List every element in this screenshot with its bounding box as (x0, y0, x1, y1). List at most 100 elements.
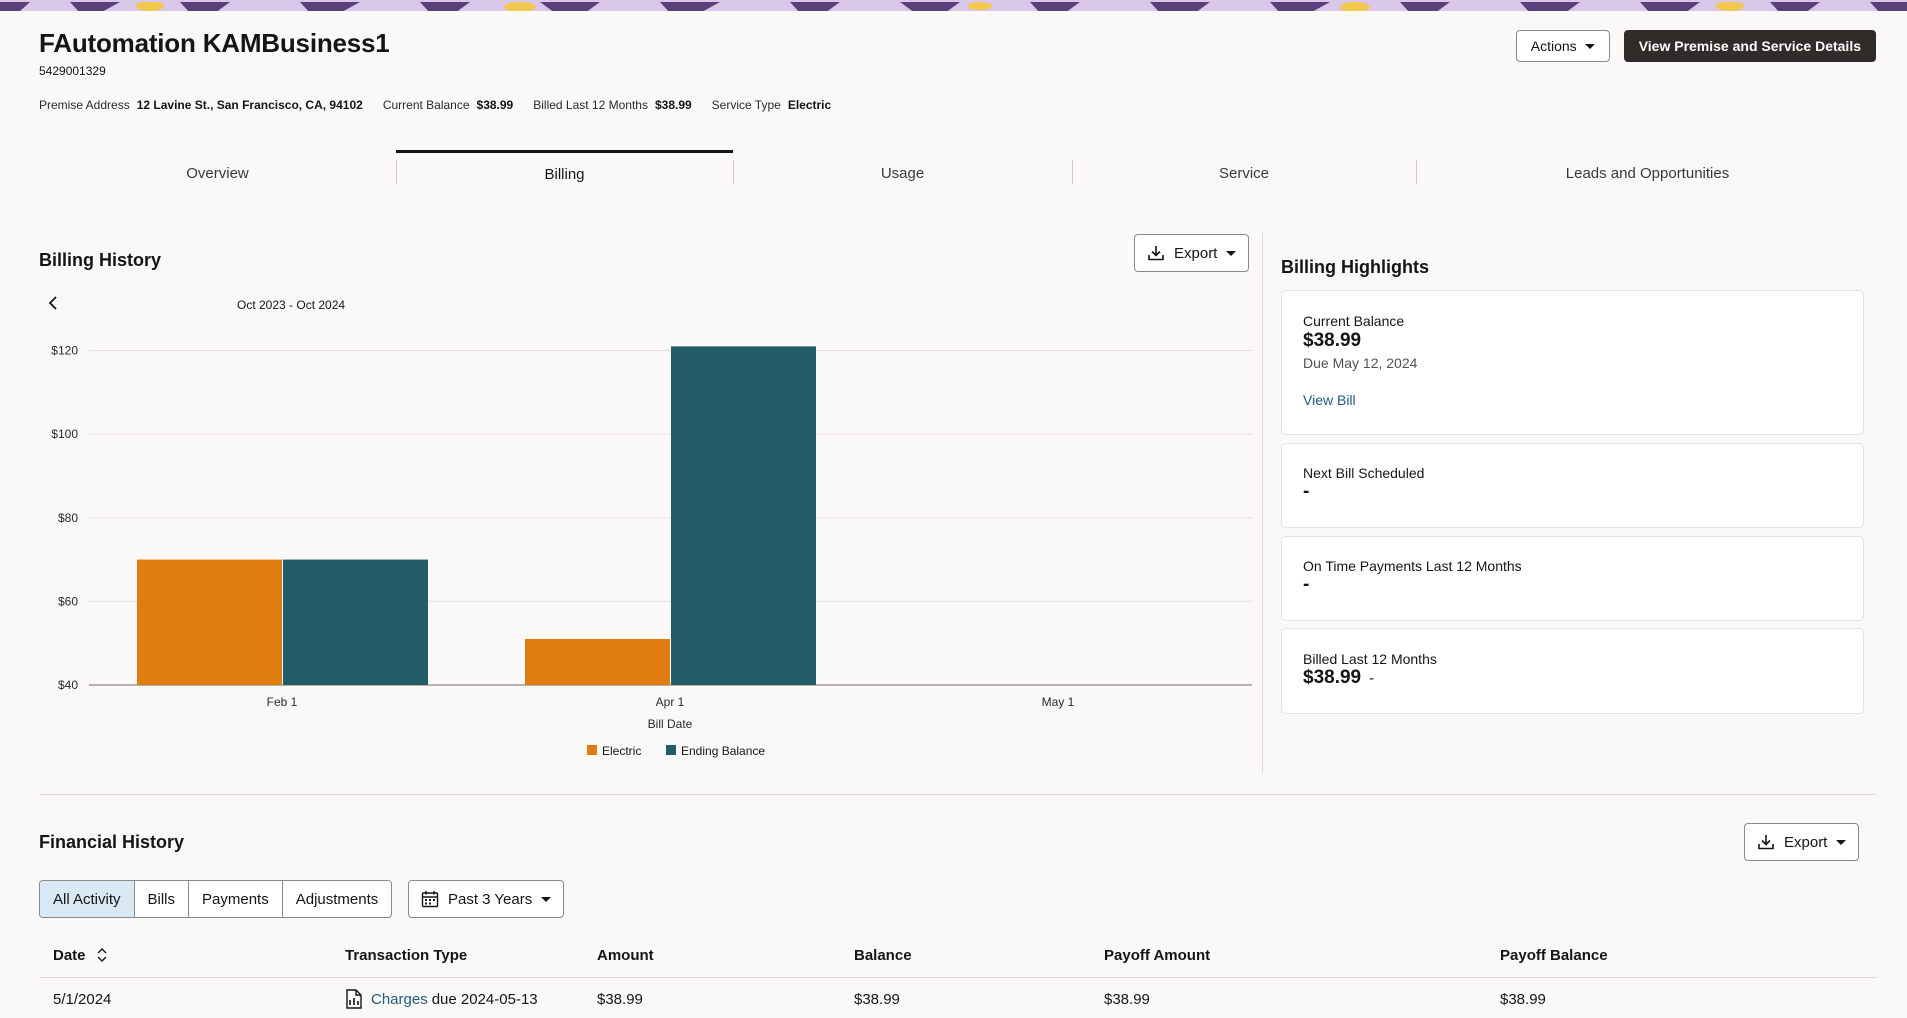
tab-separator (1416, 160, 1417, 184)
download-icon (1148, 246, 1164, 261)
bar-electric (525, 639, 670, 685)
billed-last-12-card: Billed Last 12 Months $38.99 - (1281, 628, 1864, 714)
caret-down-icon (541, 896, 552, 902)
row-payoff-amount: $38.99 (1104, 990, 1150, 1008)
tab-service[interactable]: Service (1072, 150, 1416, 196)
filter-bills[interactable]: Bills (135, 881, 190, 917)
view-premise-details-button[interactable]: View Premise and Service Details (1623, 30, 1876, 62)
row-balance: $38.99 (854, 990, 900, 1008)
next-bill-card: Next Bill Scheduled - (1281, 443, 1864, 528)
hl-billed-suffix: - (1369, 670, 1375, 687)
bar-ending-balance (283, 559, 428, 685)
period-select[interactable]: Past 3 Years (408, 880, 565, 918)
y-tick-label: $80 (58, 511, 78, 525)
tab-billing[interactable]: Billing (396, 150, 733, 196)
column-header-payoff-balance: Payoff Balance (1500, 946, 1608, 964)
view-bill-link[interactable]: View Bill (1303, 392, 1356, 408)
x-tick-label: May 1 (1042, 695, 1075, 709)
filter-payments[interactable]: Payments (189, 881, 283, 917)
tab-separator (396, 160, 397, 184)
service-type-value: Electric (787, 98, 832, 112)
column-header-date-label: Date (53, 946, 86, 964)
billing-history-title: Billing History (39, 250, 162, 270)
tab-overview-label: Overview (186, 164, 249, 182)
column-header-amount: Amount (597, 946, 654, 964)
column-header-transaction-type: Transaction Type (345, 946, 468, 964)
actions-menu-button[interactable]: Actions (1515, 30, 1610, 62)
hl-current-balance-value: $38.99 (1303, 330, 1362, 351)
actions-label: Actions (1530, 38, 1577, 54)
hl-on-time-label: On Time Payments Last 12 Months (1303, 558, 1522, 574)
date-range-label: Oct 2023 - Oct 2024 (237, 298, 346, 312)
current-balance-value: $38.99 (476, 98, 514, 112)
tab-overview[interactable]: Overview (39, 150, 396, 196)
caret-down-icon (1836, 839, 1847, 845)
x-axis-title: Bill Date (648, 717, 693, 731)
premise-address-value: 12 Lavine St., San Francisco, CA, 94102 (136, 98, 363, 112)
tab-separator (1072, 160, 1073, 184)
section-divider (1262, 233, 1263, 773)
sort-icon[interactable] (96, 947, 108, 963)
bar-ending-balance (671, 346, 816, 685)
tab-usage[interactable]: Usage (733, 150, 1072, 196)
caret-down-icon (1226, 250, 1237, 256)
financial-history-title: Financial History (39, 832, 185, 852)
table-header-row: Date Transaction Type Amount Balance Pay… (39, 933, 1877, 978)
x-tick-label: Apr 1 (656, 695, 685, 709)
service-type-label: Service Type (711, 98, 781, 112)
billing-highlights-title: Billing Highlights (1281, 257, 1429, 277)
billing-export-label: Export (1174, 244, 1218, 262)
current-balance-label: Current Balance (382, 98, 470, 112)
caret-down-icon (1584, 43, 1595, 49)
y-tick-label: $120 (51, 344, 78, 358)
tab-leads-opportunities[interactable]: Leads and Opportunities (1416, 150, 1879, 196)
hl-billed-value: $38.99 (1303, 667, 1362, 688)
x-tick-label: Feb 1 (267, 695, 298, 709)
tab-usage-label: Usage (880, 164, 925, 182)
row-amount: $38.99 (597, 990, 643, 1008)
account-number: 5429001329 (39, 64, 106, 78)
period-label: Past 3 Years (448, 890, 533, 908)
section-divider (39, 794, 1877, 795)
on-time-payments-card: On Time Payments Last 12 Months - (1281, 536, 1864, 621)
tab-billing-label: Billing (544, 166, 585, 183)
y-tick-label: $40 (58, 678, 78, 692)
account-meta: Premise Address 12 Lavine St., San Franci… (39, 98, 831, 112)
document-chart-icon (346, 989, 362, 1009)
hl-next-bill-value: - (1303, 481, 1310, 502)
legend-label: Electric (602, 744, 641, 758)
charges-link[interactable]: Charges (371, 990, 428, 1008)
billing-export-button[interactable]: Export (1134, 234, 1250, 272)
column-header-date[interactable]: Date (53, 933, 108, 977)
premise-address-label: Premise Address (39, 98, 130, 112)
legend-swatch (587, 745, 597, 755)
tab-service-label: Service (1218, 164, 1270, 182)
tab-bar: Overview Billing Usage Service Leads and… (39, 150, 1879, 196)
calendar-icon (421, 891, 439, 908)
y-tick-label: $60 (58, 594, 78, 608)
header-pattern-band (0, 0, 1907, 11)
legend-swatch (666, 745, 676, 755)
current-balance-card: Current Balance $38.99 Due May 12, 2024 … (1281, 290, 1864, 435)
y-tick-label: $100 (51, 427, 78, 441)
hl-current-balance-label: Current Balance (1303, 313, 1405, 329)
financial-export-button[interactable]: Export (1744, 823, 1860, 861)
activity-filter-group: All Activity Bills Payments Adjustments (39, 880, 393, 918)
column-header-payoff-amount: Payoff Amount (1104, 946, 1211, 964)
billed-last-12-label: Billed Last 12 Months (533, 98, 648, 112)
account-header: FAutomation KAMBusiness1 5429001329 (39, 28, 1879, 78)
column-header-balance: Balance (854, 946, 912, 964)
row-transaction-type: Charges due 2024-05-13 (345, 980, 538, 1018)
row-payoff-balance: $38.99 (1500, 990, 1546, 1008)
filter-all-activity[interactable]: All Activity (40, 881, 135, 917)
view-premise-details-label: View Premise and Service Details (1638, 38, 1861, 54)
billed-last-12-value: $38.99 (654, 98, 692, 112)
tab-separator (733, 160, 734, 184)
hl-billed-label: Billed Last 12 Months (1303, 651, 1437, 667)
hl-next-bill-label: Next Bill Scheduled (1303, 465, 1425, 481)
hl-on-time-value: - (1303, 574, 1310, 595)
account-name: FAutomation KAMBusiness1 (39, 28, 390, 58)
chevron-left-icon[interactable] (48, 296, 60, 310)
filter-adjustments[interactable]: Adjustments (295, 890, 379, 908)
table-row: 5/1/2024 Charges due 2024-05-13 $38.99 $… (39, 980, 1877, 1018)
